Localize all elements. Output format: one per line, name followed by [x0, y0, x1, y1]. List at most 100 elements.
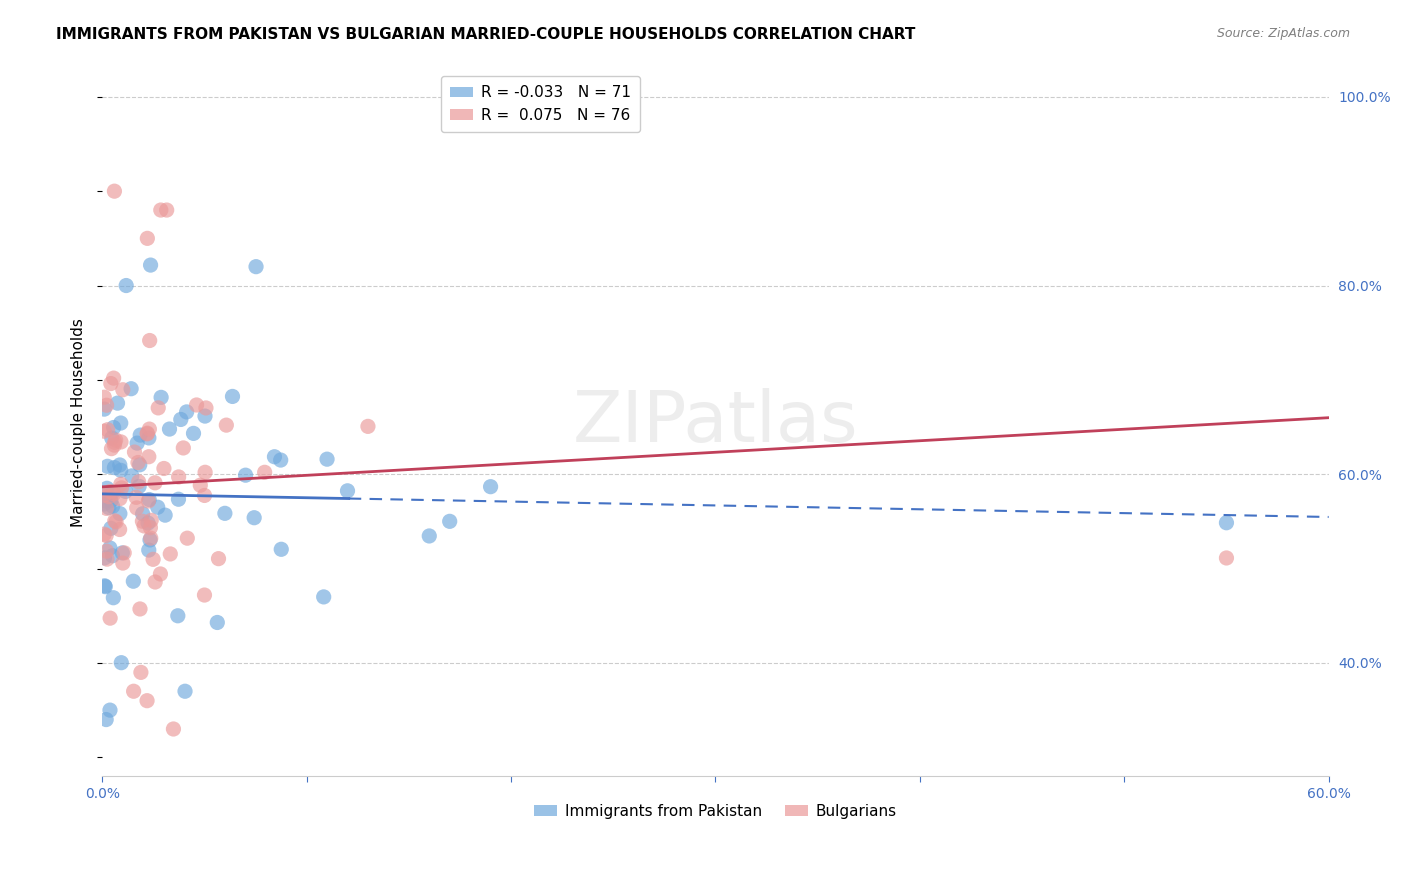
Point: [150, 390, 173, 404]
Point: [115, 278, 138, 293]
Point: [207, 615, 229, 630]
Point: [235, 468, 257, 483]
Point: [108, 507, 131, 521]
Point: [139, 533, 162, 547]
Point: [103, 371, 125, 385]
Point: [418, 529, 440, 543]
Point: [111, 556, 134, 570]
Point: [93, 390, 115, 404]
Point: [128, 475, 150, 489]
Point: [128, 479, 150, 493]
Point: [97, 490, 120, 504]
Point: [96, 481, 118, 495]
Point: [103, 591, 125, 605]
Point: [136, 426, 159, 441]
Point: [110, 434, 132, 449]
Point: [93, 424, 115, 438]
Point: [98, 611, 121, 625]
Point: [96, 528, 118, 542]
Point: [96, 501, 118, 516]
Point: [100, 431, 122, 445]
Point: [114, 484, 136, 499]
Point: [139, 258, 162, 272]
Point: [104, 433, 127, 447]
Point: [110, 481, 132, 495]
Point: [104, 435, 127, 450]
Point: [253, 466, 276, 480]
Point: [107, 396, 129, 410]
Point: [128, 458, 150, 472]
Point: [101, 485, 124, 500]
Point: [129, 602, 152, 616]
Point: [100, 376, 122, 391]
Point: [138, 431, 160, 445]
Point: [93, 527, 115, 541]
Point: [94, 580, 117, 594]
Point: [188, 478, 211, 492]
Legend: Immigrants from Pakistan, Bulgarians: Immigrants from Pakistan, Bulgarians: [529, 798, 903, 825]
Point: [108, 458, 131, 472]
Point: [96, 398, 118, 412]
Point: [316, 452, 339, 467]
Point: [194, 465, 217, 479]
Point: [103, 184, 125, 198]
Point: [131, 514, 153, 528]
Point: [131, 507, 153, 521]
Point: [110, 477, 132, 491]
Point: [110, 416, 132, 430]
Point: [100, 493, 122, 508]
Point: [134, 519, 156, 533]
Point: [263, 450, 285, 464]
Point: [122, 574, 145, 589]
Point: [93, 488, 115, 502]
Point: [121, 469, 143, 483]
Point: [97, 423, 120, 437]
Point: [112, 546, 135, 560]
Point: [96, 552, 118, 566]
Point: [129, 665, 152, 680]
Point: [174, 684, 197, 698]
Point: [100, 521, 122, 535]
Point: [270, 542, 292, 557]
Point: [207, 551, 229, 566]
Text: ZIPatlas: ZIPatlas: [572, 388, 858, 457]
Point: [138, 334, 160, 348]
Point: [103, 438, 125, 452]
Point: [96, 459, 118, 474]
Point: [127, 436, 149, 450]
Point: [193, 588, 215, 602]
Point: [125, 500, 148, 515]
Point: [93, 497, 115, 511]
Point: [103, 420, 125, 434]
Point: [153, 508, 176, 523]
Point: [143, 574, 166, 589]
Point: [136, 426, 159, 441]
Point: [125, 491, 148, 505]
Point: [214, 506, 236, 520]
Point: [176, 405, 198, 419]
Point: [136, 694, 159, 708]
Point: [312, 590, 335, 604]
Point: [176, 531, 198, 545]
Point: [93, 402, 115, 417]
Text: IMMIGRANTS FROM PAKISTAN VS BULGARIAN MARRIED-COUPLE HOUSEHOLDS CORRELATION CHAR: IMMIGRANTS FROM PAKISTAN VS BULGARIAN MA…: [56, 27, 915, 42]
Point: [215, 418, 238, 433]
Point: [336, 483, 359, 498]
Y-axis label: Married-couple Households: Married-couple Households: [72, 318, 86, 527]
Point: [138, 494, 160, 508]
Point: [136, 231, 159, 245]
Point: [108, 491, 131, 506]
Point: [1215, 551, 1237, 566]
Point: [141, 513, 163, 527]
Point: [136, 516, 159, 530]
Point: [101, 500, 124, 514]
Point: [186, 398, 208, 412]
Point: [138, 543, 160, 558]
Point: [139, 531, 162, 545]
Point: [98, 703, 121, 717]
Point: [1215, 516, 1237, 530]
Point: [103, 487, 125, 501]
Point: [120, 382, 142, 396]
Point: [111, 546, 134, 560]
Point: [439, 514, 461, 528]
